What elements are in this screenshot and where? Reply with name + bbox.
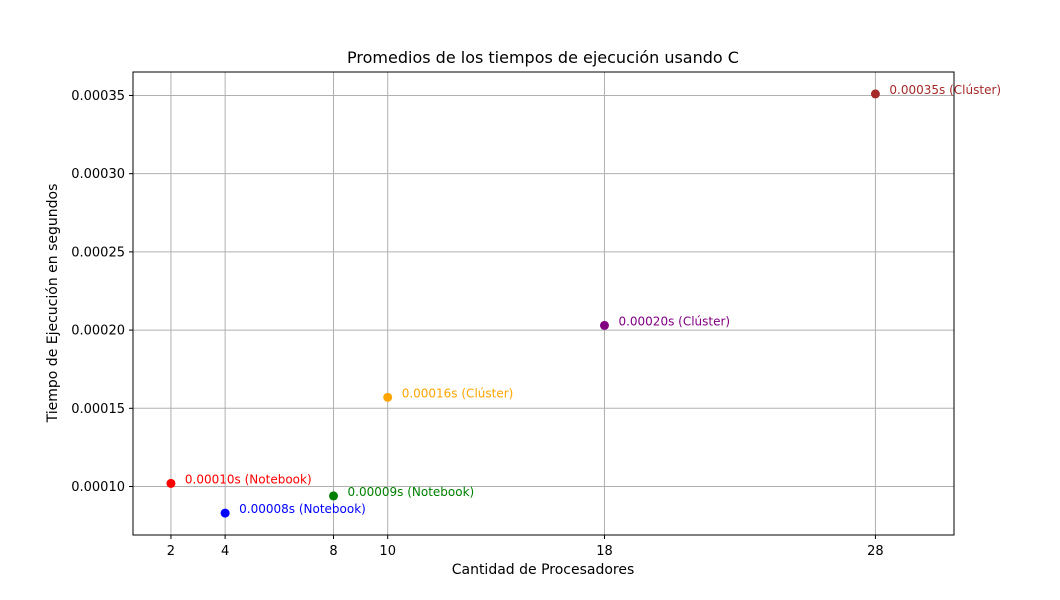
y-tick-label: 0.00025	[71, 245, 125, 260]
data-point-label: 0.00010s (Notebook)	[185, 472, 312, 486]
data-point	[870, 89, 880, 99]
data-point	[383, 392, 393, 402]
data-point	[220, 508, 230, 518]
data-point	[599, 320, 609, 330]
y-tick-label: 0.00015	[71, 402, 125, 417]
x-tick-label: 28	[867, 544, 884, 559]
plot-frame	[132, 71, 955, 536]
x-tick-label: 18	[596, 544, 613, 559]
data-point	[329, 491, 339, 501]
x-tick-label: 2	[167, 544, 175, 559]
y-axis-label: Tiempo de Ejecución en segundos	[45, 184, 61, 424]
data-point-label: 0.00035s (Clúster)	[889, 83, 1001, 97]
data-point-label: 0.00016s (Clúster)	[402, 386, 514, 400]
data-labels: 0.00010s (Notebook) 0.00008s (Notebook) 0.…	[185, 83, 1001, 516]
y-tick-label: 0.00010	[71, 480, 125, 495]
x-tick-label: 10	[379, 544, 396, 559]
chart-title: Promedios de los tiempos de ejecución us…	[347, 48, 739, 67]
data-point-label: 0.00009s (Notebook)	[348, 485, 475, 499]
data-points	[166, 89, 880, 518]
y-tick-label: 0.00020	[71, 324, 125, 339]
grid-layer	[133, 72, 954, 535]
y-tick-label: 0.00030	[71, 167, 125, 182]
x-tick-label: 4	[221, 544, 229, 559]
data-point-label: 0.00020s (Clúster)	[618, 314, 730, 328]
data-point	[166, 478, 176, 488]
x-axis-ticks: 2 4 8 10 18 28	[167, 535, 884, 559]
data-point-label: 0.00008s (Notebook)	[239, 502, 366, 516]
x-axis-label: Cantidad de Procesadores	[452, 562, 635, 578]
y-axis-ticks: 0.00010 0.00015 0.00020 0.00025 0.00030 0.000…	[71, 89, 133, 495]
x-tick-label: 8	[329, 544, 337, 559]
y-tick-label: 0.00035	[71, 89, 125, 104]
